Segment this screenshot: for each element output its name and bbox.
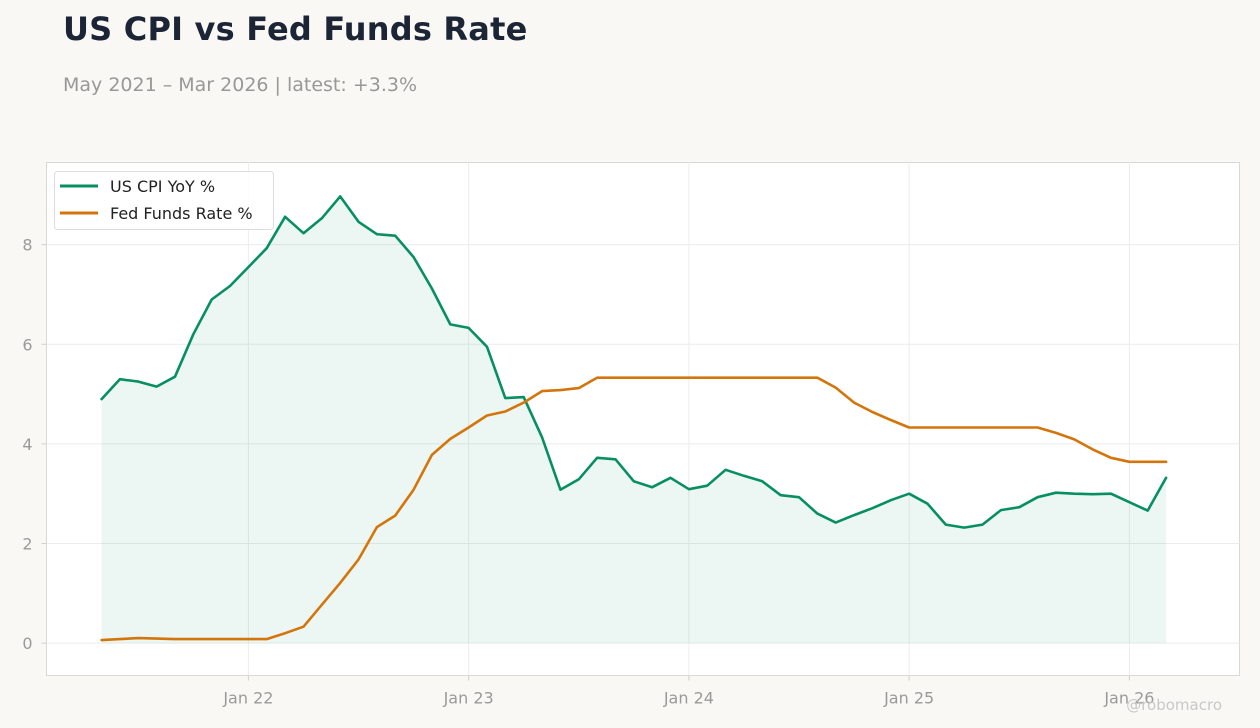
- x-axis-ticks: Jan 22 Jan 23 Jan 24 Jan 25 Jan 26: [222, 675, 1154, 708]
- legend: US CPI YoY % Fed Funds Rate %: [54, 171, 274, 230]
- legend-label: Fed Funds Rate %: [110, 204, 253, 223]
- x-tick-label: Jan 26: [1103, 689, 1154, 708]
- series-line-fed-funds: [100, 376, 1168, 642]
- x-tick-label: Jan 25: [883, 689, 934, 708]
- grid-lines: [46, 162, 1240, 676]
- y-tick-label: 4: [22, 435, 32, 454]
- y-tick-label: 2: [22, 535, 32, 554]
- chart-title: US CPI vs Fed Funds Rate: [63, 10, 528, 48]
- legend-box: [54, 171, 274, 230]
- x-tick-label: Jan 22: [222, 689, 273, 708]
- y-tick-label: 8: [22, 236, 32, 255]
- legend-label: US CPI YoY %: [110, 177, 215, 196]
- plot-background: [46, 162, 1240, 676]
- x-tick-label: Jan 23: [443, 689, 494, 708]
- series-lines: [100, 195, 1168, 642]
- series-area-cpi: [101, 196, 1167, 644]
- y-tick-label: 6: [22, 335, 32, 354]
- y-tick-label: 0: [22, 634, 32, 653]
- y-axis-ticks: 0 2 4 6 8: [22, 236, 47, 653]
- chart-subtitle: May 2021 – Mar 2026 | latest: +3.3%: [63, 74, 418, 96]
- series-line-cpi: [100, 195, 1168, 529]
- series-areas: [101, 196, 1167, 644]
- watermark: @robomacro: [1126, 696, 1222, 714]
- x-tick-label: Jan 24: [663, 689, 714, 708]
